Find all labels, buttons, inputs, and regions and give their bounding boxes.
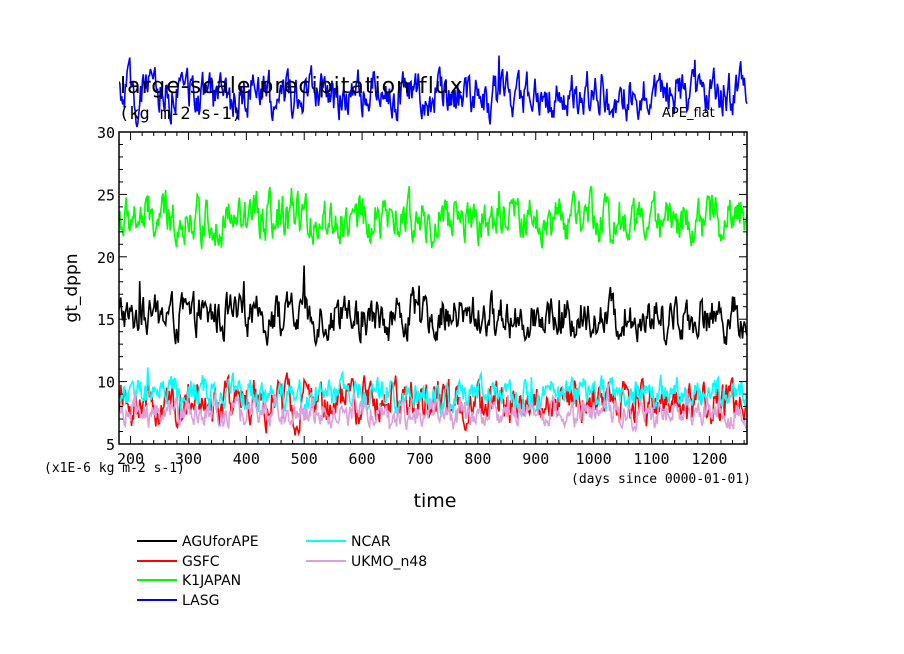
chart-title: large-scale precipitation flux [120, 74, 464, 99]
y-tick-label: 10 [97, 374, 115, 392]
x-tick-label: 900 [522, 450, 549, 468]
x-tick-label: 600 [349, 450, 376, 468]
legend-label: K1JAPAN [182, 573, 241, 589]
x-tick-label: 500 [291, 450, 318, 468]
y-tick-label: 25 [97, 186, 115, 204]
legend-label: AGUforAPE [182, 534, 259, 550]
series-layer [119, 55, 748, 437]
legend-label: GSFC [182, 554, 220, 570]
x-tick-label: 1200 [691, 450, 727, 468]
y-axis-units: (x1E-6 kg m-2 s-1) [44, 461, 185, 476]
x-tick-label: 700 [406, 450, 433, 468]
series-line-ncar [119, 367, 748, 419]
legend-label: LASG [182, 593, 219, 609]
series-line-aguforape [119, 265, 748, 348]
x-tick-label: 200 [117, 450, 144, 468]
x-tick-label: 1100 [633, 450, 669, 468]
series-line-ukmo_n48 [119, 383, 748, 433]
y-axis-label: gt_dppn [62, 253, 82, 322]
y-tick-label: 15 [97, 311, 115, 329]
legend-label: NCAR [351, 534, 391, 550]
chart-title-units: (kg m-2 s-1) [119, 104, 242, 124]
series-line-k1japan [119, 186, 748, 250]
y-tick-label: 30 [97, 124, 115, 142]
y-tick-label: 20 [97, 249, 115, 267]
x-tick-label: 300 [175, 450, 202, 468]
x-axis-label: time [414, 490, 457, 512]
experiment-label: APE_flat [662, 106, 715, 121]
y-tick-label: 5 [106, 436, 115, 454]
legend: AGUforAPE GSFC K1JAPAN LASG NCAR UKMO_n48 [137, 534, 427, 609]
x-tick-label: 400 [233, 450, 260, 468]
ticks-layer: 5 10 15 20 25 30 200 300 400 500 600 700 800 900 1000 1… [97, 124, 747, 468]
plot-frame [118, 131, 748, 445]
x-axis-units: (days since 0000-01-01) [571, 472, 751, 487]
x-tick-label: 800 [464, 450, 491, 468]
legend-label: UKMO_n48 [351, 554, 427, 570]
x-tick-label: 1000 [576, 450, 612, 468]
series-line-lasg [119, 55, 748, 128]
